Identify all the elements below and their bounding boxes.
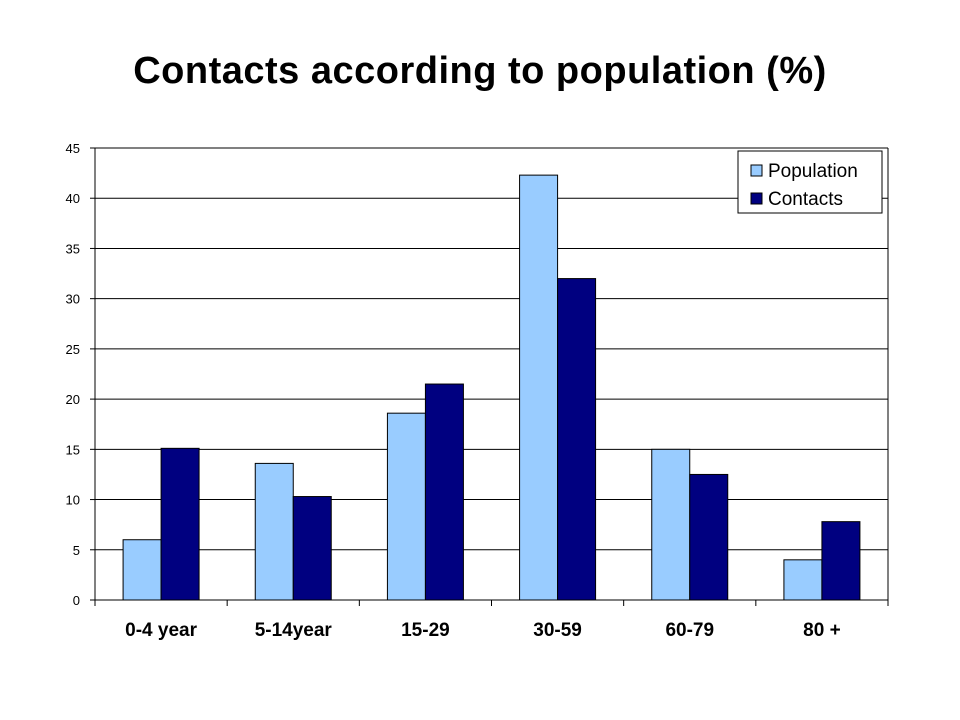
bar-contacts xyxy=(557,278,597,601)
bar-contacts xyxy=(160,447,200,601)
legend-swatch xyxy=(750,192,763,205)
x-category-label: 80 + xyxy=(803,620,841,641)
bar-population xyxy=(651,448,691,601)
chart-title: Contacts according to population (%) xyxy=(133,50,827,92)
bar-population xyxy=(386,412,426,601)
x-category-label: 60-79 xyxy=(665,620,714,641)
y-tick-label: 5 xyxy=(73,543,80,558)
bar-contacts xyxy=(292,496,332,601)
y-tick-label: 40 xyxy=(66,191,80,206)
x-category-label: 5-14year xyxy=(255,620,333,641)
x-category-label: 30-59 xyxy=(533,620,582,641)
bar-population xyxy=(254,462,294,601)
bar-contacts xyxy=(424,383,464,601)
y-tick-label: 45 xyxy=(66,141,80,156)
y-tick-label: 35 xyxy=(66,241,80,256)
bar-contacts xyxy=(689,473,729,601)
x-category-label: 15-29 xyxy=(401,620,450,641)
x-category-label: 0-4 year xyxy=(125,620,197,641)
legend-label: Contacts xyxy=(768,189,843,210)
bar-contacts xyxy=(821,521,861,601)
y-tick-label: 15 xyxy=(66,442,80,457)
bar-population xyxy=(122,539,162,601)
bar-population xyxy=(519,174,559,601)
y-tick-label: 10 xyxy=(66,493,80,508)
y-tick-label: 0 xyxy=(73,593,80,608)
bar-population xyxy=(783,559,823,601)
y-tick-label: 20 xyxy=(66,392,80,407)
legend-label: Population xyxy=(768,161,858,182)
y-tick-label: 25 xyxy=(66,342,80,357)
legend-swatch xyxy=(750,164,763,177)
y-tick-label: 30 xyxy=(66,292,80,307)
